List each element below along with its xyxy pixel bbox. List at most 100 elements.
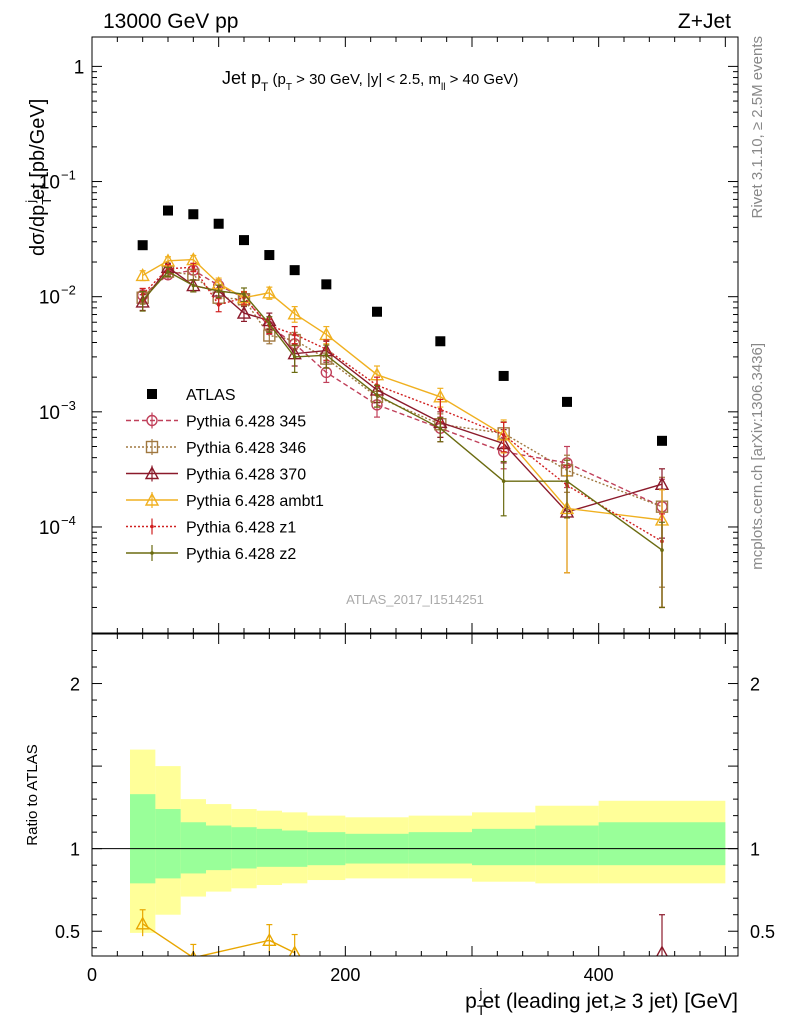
data-point: [657, 435, 667, 446]
x-tick-label: 0: [87, 965, 97, 985]
ratio-point: [288, 945, 301, 956]
data-point: [216, 289, 221, 293]
legend-marker: [150, 551, 154, 555]
data-point: [287, 306, 302, 320]
ratio-tick-label-right: 1: [750, 840, 760, 860]
data-point: [236, 305, 252, 319]
x-axis-label: pTjet (leading jet,≥ 3 jet) [GeV]: [465, 985, 738, 1018]
series-0: [137, 205, 667, 446]
watermark: ATLAS_2017_I1514251: [346, 592, 484, 607]
series-6: [139, 266, 665, 609]
data-point: [438, 407, 443, 412]
header-right: Z+Jet: [678, 10, 731, 33]
y-tick-label: 1: [74, 57, 85, 78]
ratio-bands: [92, 749, 738, 933]
data-point: [565, 479, 569, 483]
ratio-line: [197, 939, 270, 956]
ratio-tick-label-left: 0.5: [55, 922, 80, 942]
data-point: [501, 433, 506, 437]
band-inner: [206, 825, 232, 871]
header-left: 13000 GeV pp: [103, 10, 238, 33]
data-point: [191, 265, 196, 270]
rivet-label: Rivet 3.1.10, ≥ 2.5M events: [749, 36, 766, 219]
legend: ATLAS Pythia 6.428 345 Pythia 6.428 346 Pyt…: [126, 387, 324, 563]
band-inner: [472, 828, 536, 866]
y-tick-label: 10: [39, 403, 60, 424]
data-point: [289, 265, 300, 276]
legend-label: Pythia 6.428 346: [186, 440, 306, 457]
legend-marker: [144, 466, 160, 480]
bottom-ylabel: Ratio to ATLAS: [24, 744, 41, 845]
data-point: [501, 479, 506, 483]
data-point: [137, 240, 148, 251]
ratio-line: [142, 923, 193, 956]
ratio-point: [656, 945, 668, 956]
legend-marker: [146, 414, 158, 427]
ratio-tick-label-right: 2: [750, 675, 760, 695]
legend-label: Pythia 6.428 z2: [186, 546, 296, 563]
data-point: [191, 283, 196, 288]
legend-entry: Pythia 6.428 ambt1: [126, 492, 324, 510]
y-tick-exponent: −4: [61, 513, 76, 528]
top-series: [135, 205, 670, 609]
data-point: [498, 370, 509, 381]
data-point: [239, 235, 249, 246]
y-tick-exponent: −3: [61, 398, 76, 413]
legend-entry: Pythia 6.428 z2: [126, 545, 296, 563]
data-point: [135, 267, 150, 282]
legend-entry: Pythia 6.428 345: [126, 412, 306, 431]
band-inner: [256, 828, 282, 867]
band-inner: [180, 822, 206, 874]
data-point: [264, 250, 275, 261]
ratio-marks: [135, 909, 668, 956]
legend-label: Pythia 6.428 345: [186, 414, 306, 431]
y-tick-label: 10: [39, 518, 60, 539]
top-ylabel: dσ/dpTjet [pb/GeV]: [23, 99, 54, 256]
data-point: [375, 393, 379, 397]
y-tick-exponent: −2: [61, 283, 76, 298]
y-tick-label: 10: [39, 288, 60, 309]
data-point: [292, 332, 297, 337]
data-point: [654, 476, 670, 490]
ratio-tick-label-left: 1: [70, 840, 80, 860]
legend-label: Pythia 6.428 ambt1: [186, 493, 324, 510]
legend-entry: Pythia 6.428 z1: [126, 518, 296, 537]
data-point: [166, 269, 170, 274]
data-point: [319, 326, 334, 341]
ratio-tick-label-left: 2: [70, 675, 80, 695]
data-point: [321, 279, 332, 290]
data-point: [292, 355, 297, 359]
band-inner: [598, 822, 726, 866]
data-point: [140, 298, 145, 303]
band-inner: [130, 794, 156, 884]
top-frame: [91, 36, 739, 634]
bottom-frame: [91, 633, 739, 957]
data-point: [562, 396, 572, 407]
mcplots-label: mcplots.cern.ch [arXiv:1306.3436]: [749, 343, 766, 570]
legend-marker: [144, 492, 160, 506]
legend-entry: ATLAS: [147, 387, 236, 404]
data-point: [660, 548, 664, 552]
y-tick-exponent: −1: [61, 168, 76, 183]
data-point: [435, 336, 446, 347]
band-inner: [231, 827, 257, 869]
data-point: [372, 306, 382, 317]
data-point: [216, 303, 221, 307]
legend-entry: Pythia 6.428 370: [126, 465, 306, 484]
data-point: [213, 218, 224, 229]
band-inner: [535, 825, 599, 866]
y-tick-label: 10: [39, 173, 60, 194]
ratio-tick-label-right: 0.5: [750, 922, 775, 942]
data-point: [324, 353, 329, 358]
data-point: [262, 285, 277, 299]
legend-marker: [145, 440, 159, 454]
x-tick-label: 400: [584, 965, 614, 985]
legend-marker: [150, 524, 154, 529]
data-point: [267, 322, 272, 326]
x-tick-label: 200: [330, 965, 360, 985]
legend-label: ATLAS: [186, 387, 236, 404]
legend-label: Pythia 6.428 z1: [186, 520, 296, 537]
legend-label: Pythia 6.428 370: [186, 467, 306, 484]
